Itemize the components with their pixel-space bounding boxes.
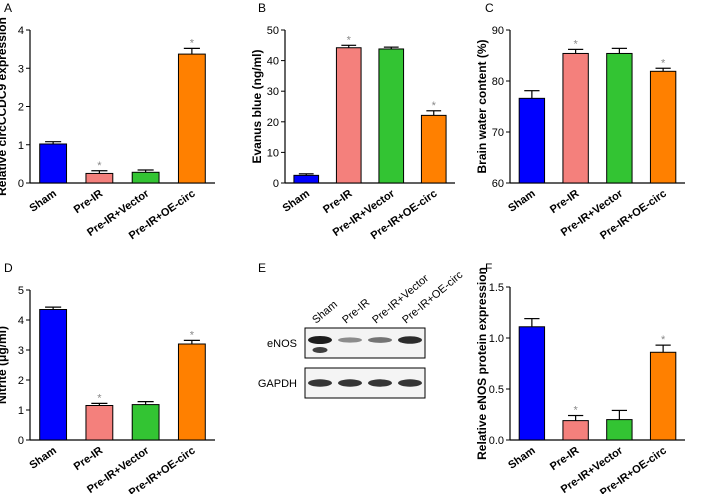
- band: [368, 337, 392, 343]
- significance-mark: *: [190, 329, 195, 341]
- y-tick-label: 5: [18, 285, 24, 297]
- y-tick-label: 90: [492, 25, 504, 37]
- y-tick-label: 0: [18, 435, 24, 447]
- y-tick-label: 1.5: [489, 282, 504, 294]
- y-axis-title: Evanus blue (ng/ml): [250, 49, 264, 163]
- y-tick-label: 30: [267, 86, 279, 98]
- y-tick-label: 60: [492, 178, 504, 190]
- significance-mark: *: [347, 34, 352, 46]
- x-tick-label: Pre-IR: [72, 445, 105, 473]
- x-tick-label: Pre-IR: [321, 188, 354, 216]
- y-axis-title: Relative eNOS protein expression: [475, 267, 489, 460]
- y-tick-label: 3: [18, 345, 24, 357]
- bar: [131, 171, 160, 184]
- significance-mark: *: [573, 405, 578, 417]
- y-tick-label: 1: [18, 405, 24, 417]
- y-tick-label: 2: [18, 102, 24, 114]
- bar: [293, 174, 320, 184]
- bar: [85, 405, 114, 441]
- lane-label: Pre-IR: [340, 297, 372, 327]
- y-tick-label: 70: [492, 127, 504, 139]
- band: [312, 347, 328, 353]
- bar: [649, 70, 677, 184]
- significance-mark: *: [661, 334, 666, 346]
- panel-label: B: [258, 1, 266, 15]
- y-tick-label: 50: [267, 25, 279, 37]
- bar: [177, 343, 206, 441]
- x-tick-label: Pre-IR: [72, 188, 105, 216]
- row-label: eNOS: [267, 338, 297, 350]
- y-tick-label: 0: [18, 178, 24, 190]
- bar: [85, 172, 114, 184]
- panel-label: F: [485, 261, 492, 275]
- y-tick-label: 1: [18, 140, 24, 152]
- bar: [39, 309, 68, 441]
- x-tick-label: Sham: [27, 188, 59, 215]
- significance-mark: *: [661, 57, 666, 69]
- panel-label: A: [4, 1, 12, 15]
- y-tick-label: 80: [492, 76, 504, 88]
- band: [338, 337, 362, 343]
- x-tick-label: Sham: [281, 188, 313, 215]
- significance-mark: *: [573, 38, 578, 50]
- y-tick-label: 0.0: [489, 435, 504, 447]
- lane-label: Sham: [310, 299, 340, 327]
- significance-mark: *: [97, 392, 102, 404]
- x-tick-label: Pre-IR: [548, 188, 581, 216]
- y-axis-title: Brain water content (%): [475, 39, 489, 173]
- y-tick-label: 4: [18, 315, 24, 327]
- significance-mark: *: [432, 100, 437, 112]
- y-tick-label: 0.5: [489, 384, 504, 396]
- bar: [378, 48, 405, 184]
- significance-mark: *: [190, 37, 195, 49]
- panel-label: E: [258, 261, 266, 275]
- y-axis-title: Nitrite (μg/ml): [0, 326, 9, 404]
- band: [398, 336, 422, 344]
- significance-mark: *: [97, 160, 102, 172]
- panel-label: C: [485, 1, 494, 15]
- y-tick-label: 10: [267, 147, 279, 159]
- x-tick-label: Sham: [506, 445, 538, 472]
- bar: [606, 52, 633, 184]
- y-axis-title: Relative circCCDC9 expression: [0, 17, 9, 196]
- bar: [420, 114, 447, 184]
- band: [368, 379, 392, 387]
- bar: [562, 420, 589, 441]
- row-label: GAPDH: [258, 378, 297, 390]
- band: [308, 336, 332, 344]
- x-tick-label: Sham: [27, 445, 59, 472]
- y-tick-label: 1.0: [489, 333, 504, 345]
- bar: [177, 53, 206, 184]
- bar: [606, 419, 633, 441]
- y-tick-label: 3: [18, 63, 24, 75]
- bar: [335, 47, 362, 184]
- y-tick-label: 4: [18, 25, 24, 37]
- bar: [518, 326, 546, 441]
- bar: [518, 97, 546, 184]
- band: [398, 379, 422, 387]
- x-tick-label: Sham: [506, 188, 538, 215]
- y-tick-label: 0: [273, 178, 279, 190]
- y-tick-label: 20: [267, 117, 279, 129]
- bar: [562, 52, 589, 184]
- y-tick-label: 40: [267, 56, 279, 68]
- bar: [649, 351, 677, 441]
- y-tick-label: 2: [18, 375, 24, 387]
- x-tick-label: Pre-IR: [548, 445, 581, 473]
- band: [338, 379, 362, 387]
- band: [308, 379, 332, 387]
- panel-label: D: [4, 261, 13, 275]
- bar: [131, 404, 160, 441]
- bar: [39, 143, 68, 184]
